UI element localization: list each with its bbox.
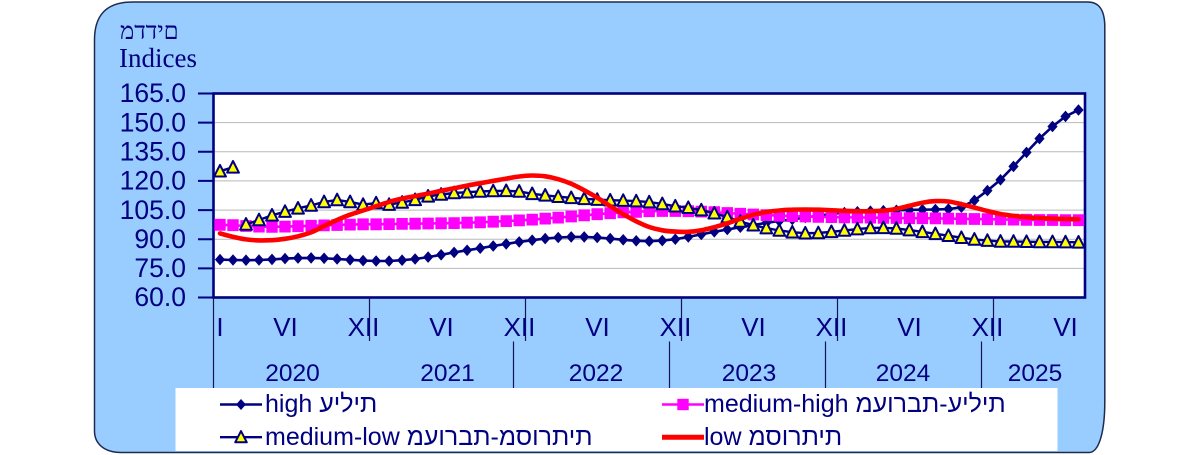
svg-text:I: I — [216, 312, 223, 342]
svg-text:2021: 2021 — [420, 360, 475, 387]
svg-text:VI: VI — [429, 312, 454, 342]
svg-text:Indices: Indices — [119, 43, 197, 73]
svg-text:75.0: 75.0 — [134, 253, 186, 283]
svg-text:VI: VI — [273, 312, 298, 342]
svg-text:135.0: 135.0 — [120, 137, 186, 167]
svg-text:VI: VI — [585, 312, 610, 342]
svg-text:90.0: 90.0 — [134, 224, 186, 254]
svg-text:2020: 2020 — [265, 360, 320, 387]
svg-text:60.0: 60.0 — [134, 282, 186, 312]
svg-text:XII: XII — [348, 312, 380, 342]
svg-text:2023: 2023 — [722, 360, 777, 387]
svg-text:VI: VI — [897, 312, 922, 342]
svg-text:XII: XII — [816, 312, 848, 342]
svg-text:150.0: 150.0 — [120, 107, 186, 137]
svg-text:165.0: 165.0 — [120, 78, 186, 108]
svg-text:VI: VI — [1053, 312, 1078, 342]
svg-text:VI: VI — [741, 312, 766, 342]
svg-text:105.0: 105.0 — [120, 195, 186, 225]
svg-text:2022: 2022 — [569, 360, 624, 387]
svg-text:XII: XII — [660, 312, 692, 342]
svg-text:XII: XII — [972, 312, 1004, 342]
svg-text:2024: 2024 — [876, 360, 931, 387]
svg-text:2025: 2025 — [1008, 360, 1063, 387]
svg-text:XII: XII — [504, 312, 536, 342]
svg-text:120.0: 120.0 — [120, 166, 186, 196]
